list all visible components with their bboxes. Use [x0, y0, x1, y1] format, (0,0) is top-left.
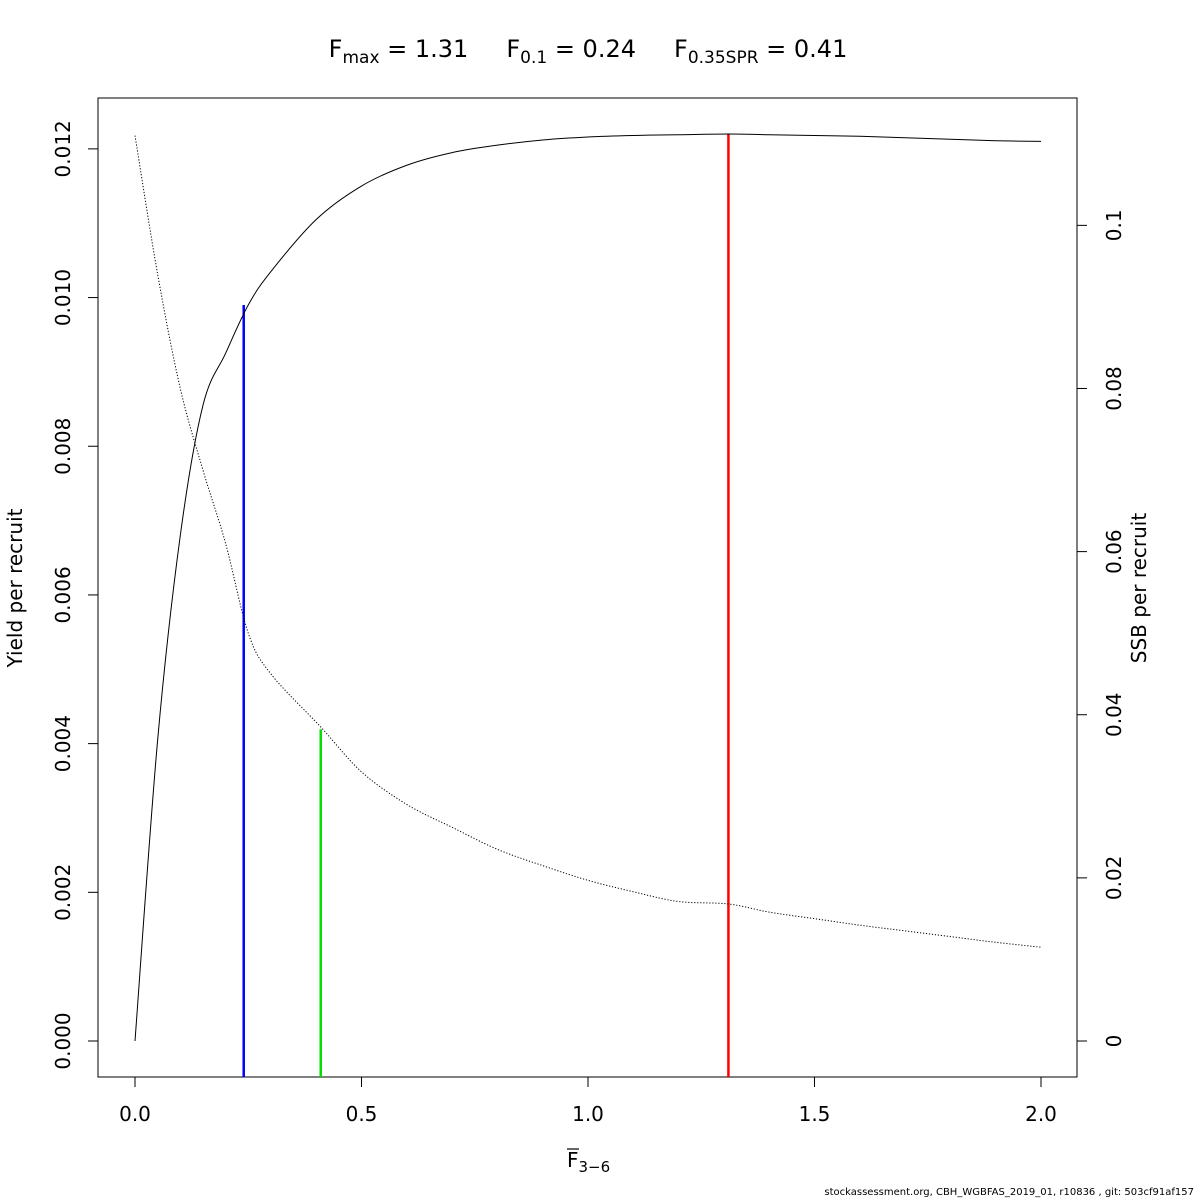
y-tick-label: 0.012 [51, 120, 75, 177]
y-axis-label: Yield per recruit [3, 508, 27, 668]
x-tick-label: 2.0 [1025, 1102, 1057, 1126]
y-tick-label: 0.004 [51, 715, 75, 772]
y2-tick-label: 0.06 [1102, 529, 1126, 574]
title-f01-value: = 0.24 [547, 35, 636, 63]
reference-lines-layer [242, 134, 730, 1077]
x-tick-label: 0.0 [119, 1102, 151, 1126]
x-axis-label: F3−6 [567, 1148, 610, 1176]
svg-text:F3−6: F3−6 [567, 1148, 610, 1176]
y2-tick-label: 0 [1102, 1035, 1126, 1048]
y-tick-label: 0.002 [51, 864, 75, 921]
y2-tick-label: 0.04 [1102, 692, 1126, 737]
y-tick-label: 0.000 [51, 1012, 75, 1069]
x-tick-label: 1.0 [572, 1102, 604, 1126]
y2-tick-label: 0.02 [1102, 856, 1126, 901]
title-fspr-value: = 0.41 [759, 35, 848, 63]
chart-title: Fmax = 1.31 F0.1 = 0.24 F0.35SPR = 0.41 [329, 35, 848, 68]
footer-credit: stockassessment.org, CBH_WGBFAS_2019_01,… [824, 1187, 1194, 1198]
y-tick-label: 0.010 [51, 269, 75, 326]
title-fmax-sub: max [342, 48, 379, 68]
yield-per-recruit-line [134, 133, 1042, 1042]
x-axis-label-sub: 3−6 [579, 1158, 611, 1176]
x-axis-label-base: F [567, 1148, 579, 1172]
y-tick-label: 0.006 [51, 566, 75, 623]
title-f01-sub: 0.1 [520, 48, 547, 68]
series-layer [134, 133, 1042, 1042]
title-fspr-sub: 0.35SPR [688, 48, 759, 68]
y-tick-label: 0.008 [51, 418, 75, 475]
title-fmax-base: F [329, 35, 343, 63]
y2-axis-label: SSB per recruit [1127, 513, 1151, 664]
x-tick-label: 1.5 [799, 1102, 831, 1126]
x-tick-label: 0.5 [346, 1102, 378, 1126]
ssb-per-recruit-line [134, 135, 1042, 948]
y2-tick-label: 0.08 [1102, 366, 1126, 411]
title-fmax-value: = 1.31 [380, 35, 469, 63]
axes-layer: 0.0 0.5 1.0 1.5 2.0 0.000 0.002 0.004 0.006 0.008… [51, 120, 1126, 1126]
title-fspr-base: F [674, 35, 688, 63]
y2-tick-label: 0.1 [1102, 209, 1126, 241]
title-f01-base: F [506, 35, 520, 63]
